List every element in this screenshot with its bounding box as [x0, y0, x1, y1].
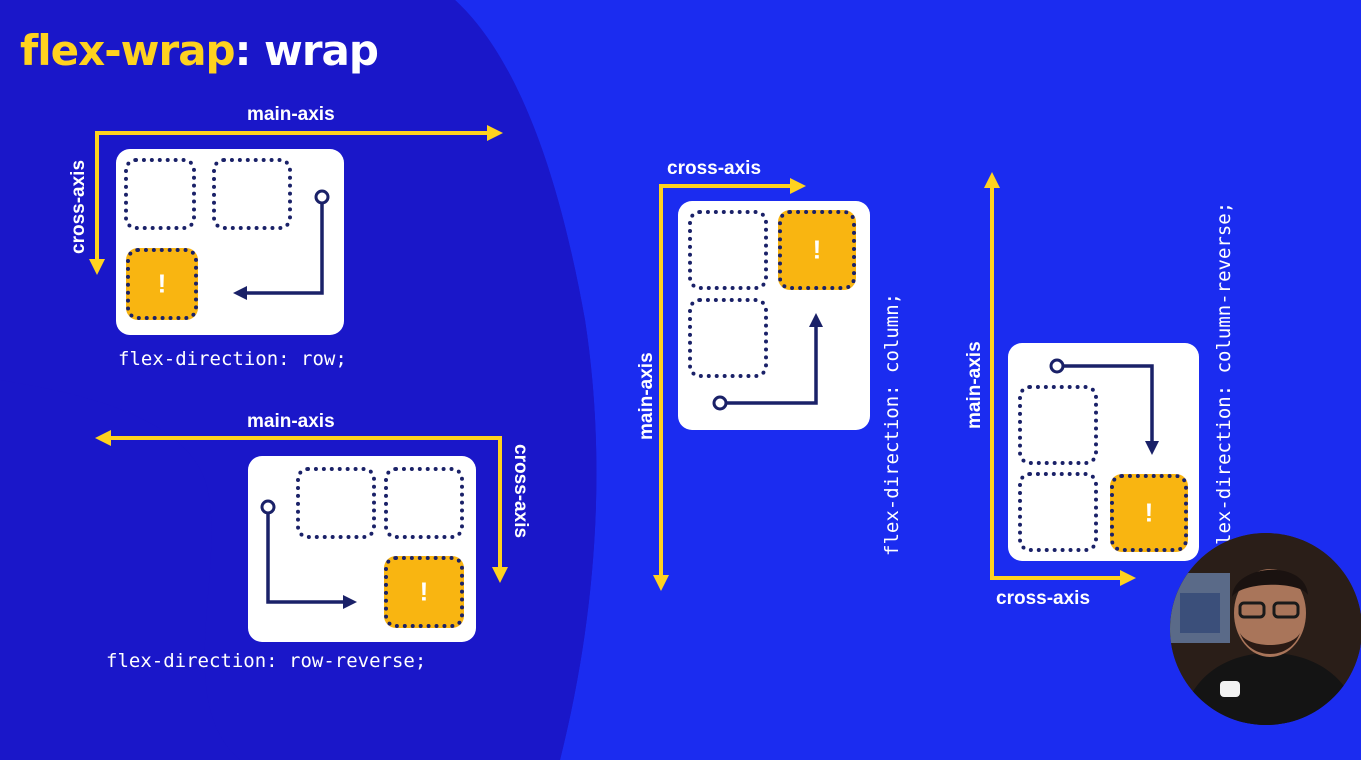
page-title: flex-wrap: wrap: [20, 30, 379, 72]
title-keyword: flex-wrap: [20, 26, 236, 75]
column-reverse-code: lex-direction: column-reverse;: [1213, 201, 1235, 545]
row-reverse-cross-axis-label: cross-axis: [510, 444, 531, 539]
column-item-2: [688, 298, 768, 378]
column-cross-axis-label: cross-axis: [667, 158, 762, 179]
row-reverse-container: !: [248, 456, 476, 642]
column-reverse-item-wrapped: !: [1110, 474, 1188, 552]
row-reverse-item-2: [384, 467, 464, 539]
presenter-avatar: [1170, 533, 1361, 725]
row-container: !: [116, 149, 344, 335]
column-reverse-item-1: [1018, 385, 1098, 465]
presenter-webcam: [1170, 533, 1361, 725]
title-separator: :: [234, 26, 265, 75]
row-reverse-code: flex-direction: row-reverse;: [106, 650, 427, 672]
column-reverse-cross-axis-label: cross-axis: [996, 588, 1091, 609]
column-main-axis-label: main-axis: [636, 352, 657, 440]
row-code: flex-direction: row;: [118, 348, 347, 370]
column-container: !: [678, 201, 870, 430]
row-item-2: [212, 158, 292, 230]
row-reverse-item-wrapped: !: [384, 556, 464, 628]
column-reverse-item-2: [1018, 472, 1098, 552]
title-value: wrap: [264, 26, 379, 75]
column-item-1: [688, 210, 768, 290]
column-item-wrapped: !: [778, 210, 856, 290]
row-cross-axis-label: cross-axis: [68, 159, 89, 254]
row-reverse-main-axis-label: main-axis: [247, 411, 335, 432]
column-reverse-main-axis-label: main-axis: [964, 341, 985, 429]
row-main-axis-label: main-axis: [247, 104, 335, 125]
column-reverse-marker: !: [1144, 497, 1154, 528]
row-marker: !: [157, 268, 167, 299]
row-item-wrapped: !: [126, 248, 198, 320]
column-reverse-container: !: [1008, 343, 1199, 561]
row-item-1: [124, 158, 196, 230]
column-marker: !: [812, 234, 822, 265]
column-code: flex-direction: column;: [881, 292, 903, 556]
row-reverse-item-1: [296, 467, 376, 539]
row-reverse-marker: !: [419, 576, 429, 607]
